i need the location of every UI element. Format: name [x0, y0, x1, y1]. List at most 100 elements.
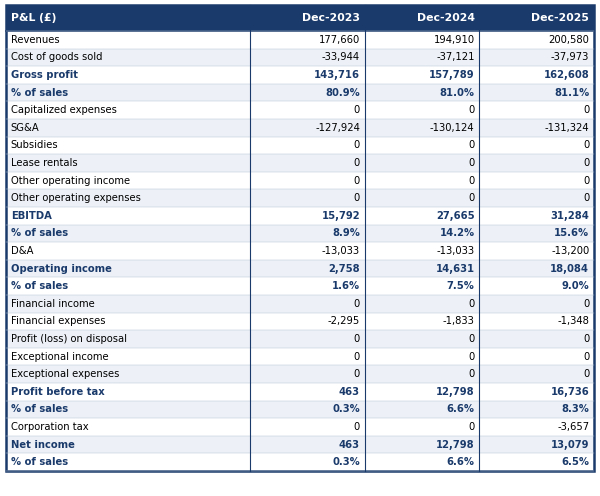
- Text: -13,033: -13,033: [437, 246, 475, 256]
- Text: Exceptional expenses: Exceptional expenses: [11, 369, 119, 379]
- Bar: [6, 330, 594, 348]
- Text: Dec-2025: Dec-2025: [532, 13, 589, 23]
- Text: 200,580: 200,580: [548, 35, 589, 45]
- Text: 0: 0: [583, 334, 589, 344]
- Text: Profit before tax: Profit before tax: [11, 387, 104, 397]
- Text: Net income: Net income: [11, 439, 74, 449]
- Text: 0: 0: [583, 158, 589, 168]
- Text: 194,910: 194,910: [434, 35, 475, 45]
- Text: 0: 0: [583, 352, 589, 362]
- Text: 0: 0: [469, 140, 475, 150]
- Text: 12,798: 12,798: [436, 439, 475, 449]
- Text: -37,121: -37,121: [436, 53, 475, 62]
- Text: 14.2%: 14.2%: [440, 228, 475, 239]
- Text: 0: 0: [583, 193, 589, 203]
- Text: 0: 0: [469, 158, 475, 168]
- Text: Subsidies: Subsidies: [11, 140, 58, 150]
- Text: 6.6%: 6.6%: [446, 457, 475, 467]
- Text: 0: 0: [469, 369, 475, 379]
- Text: 0: 0: [583, 176, 589, 186]
- Text: 15,792: 15,792: [322, 211, 360, 221]
- Bar: [6, 207, 594, 225]
- Text: -13,033: -13,033: [322, 246, 360, 256]
- Text: Capitalized expenses: Capitalized expenses: [11, 105, 116, 115]
- Text: 2,758: 2,758: [328, 263, 360, 274]
- Bar: [6, 66, 594, 84]
- Text: 0: 0: [469, 352, 475, 362]
- Text: 0: 0: [354, 158, 360, 168]
- Text: SG&A: SG&A: [11, 123, 40, 133]
- Text: 0: 0: [583, 299, 589, 309]
- Text: Operating income: Operating income: [11, 263, 112, 274]
- Bar: [6, 119, 594, 136]
- Text: 143,716: 143,716: [314, 70, 360, 80]
- Bar: [6, 154, 594, 172]
- Text: 0: 0: [583, 140, 589, 150]
- Text: % of sales: % of sales: [11, 228, 68, 239]
- Text: Revenues: Revenues: [11, 35, 59, 45]
- Text: Other operating income: Other operating income: [11, 176, 130, 186]
- Text: 1.6%: 1.6%: [332, 281, 360, 291]
- Text: 0: 0: [469, 176, 475, 186]
- Text: 0: 0: [354, 334, 360, 344]
- Text: 8.3%: 8.3%: [562, 404, 589, 414]
- Text: Exceptional income: Exceptional income: [11, 352, 109, 362]
- Text: -37,973: -37,973: [551, 53, 589, 62]
- Text: 14,631: 14,631: [436, 263, 475, 274]
- Text: 162,608: 162,608: [544, 70, 589, 80]
- Text: Other operating expenses: Other operating expenses: [11, 193, 140, 203]
- Text: 27,665: 27,665: [436, 211, 475, 221]
- Text: 13,079: 13,079: [551, 439, 589, 449]
- Text: 0: 0: [354, 422, 360, 432]
- Text: 0: 0: [469, 299, 475, 309]
- Text: Corporation tax: Corporation tax: [11, 422, 88, 432]
- Text: 80.9%: 80.9%: [325, 88, 360, 98]
- Text: Lease rentals: Lease rentals: [11, 158, 77, 168]
- Bar: [6, 136, 594, 154]
- Text: 6.6%: 6.6%: [446, 404, 475, 414]
- Text: EBITDA: EBITDA: [11, 211, 52, 221]
- Bar: [6, 260, 594, 277]
- Text: 0: 0: [354, 352, 360, 362]
- Bar: [6, 31, 594, 49]
- Text: 0: 0: [469, 334, 475, 344]
- Bar: [6, 225, 594, 242]
- Text: % of sales: % of sales: [11, 404, 68, 414]
- Text: 0.3%: 0.3%: [332, 457, 360, 467]
- Text: -2,295: -2,295: [328, 316, 360, 326]
- Text: 0: 0: [354, 140, 360, 150]
- Bar: [6, 312, 594, 330]
- Text: 0: 0: [469, 422, 475, 432]
- Text: 81.0%: 81.0%: [440, 88, 475, 98]
- Text: Financial income: Financial income: [11, 299, 94, 309]
- Text: Dec-2023: Dec-2023: [302, 13, 360, 23]
- Bar: [6, 348, 594, 366]
- Bar: [6, 436, 594, 453]
- Bar: [6, 295, 594, 312]
- Bar: [6, 453, 594, 471]
- Text: 31,284: 31,284: [550, 211, 589, 221]
- Bar: [6, 277, 594, 295]
- Text: 0: 0: [354, 369, 360, 379]
- Text: 7.5%: 7.5%: [447, 281, 475, 291]
- Text: 463: 463: [339, 439, 360, 449]
- Text: D&A: D&A: [11, 246, 33, 256]
- Text: 0: 0: [354, 105, 360, 115]
- Text: -127,924: -127,924: [315, 123, 360, 133]
- Text: 6.5%: 6.5%: [561, 457, 589, 467]
- Text: 81.1%: 81.1%: [554, 88, 589, 98]
- Text: -3,657: -3,657: [557, 422, 589, 432]
- Text: 15.6%: 15.6%: [554, 228, 589, 239]
- Text: 9.0%: 9.0%: [562, 281, 589, 291]
- Bar: [6, 101, 594, 119]
- Text: 463: 463: [339, 387, 360, 397]
- Text: 12,798: 12,798: [436, 387, 475, 397]
- Text: 0: 0: [583, 369, 589, 379]
- Text: -130,124: -130,124: [430, 123, 475, 133]
- Text: 157,789: 157,789: [429, 70, 475, 80]
- Text: 0: 0: [354, 299, 360, 309]
- Text: 18,084: 18,084: [550, 263, 589, 274]
- Text: -13,200: -13,200: [551, 246, 589, 256]
- Text: -1,833: -1,833: [443, 316, 475, 326]
- Bar: [6, 49, 594, 66]
